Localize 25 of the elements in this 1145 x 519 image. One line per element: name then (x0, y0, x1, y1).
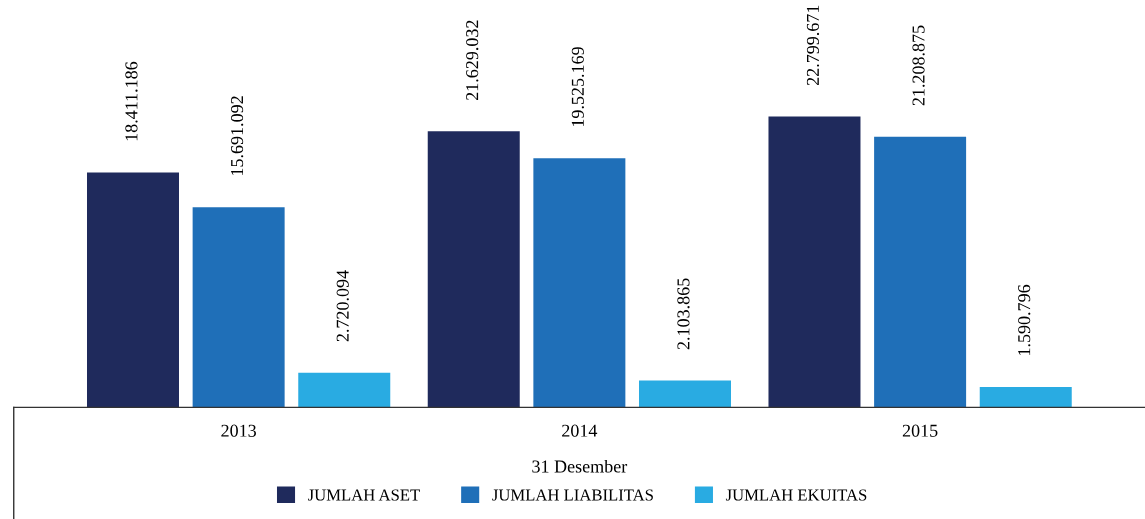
legend-label: JUMLAH ASET (308, 489, 420, 501)
bar (874, 136, 967, 408)
data-label: 22.799.671 (806, 5, 820, 86)
data-label: 2.103.865 (677, 278, 690, 350)
data-label: 21.629.032 (466, 20, 479, 100)
bar (639, 380, 731, 408)
bar (533, 158, 626, 408)
x-axis-title: 31 Desember (532, 459, 628, 473)
x-tick-label: 2013 (221, 424, 256, 437)
bar (298, 372, 391, 408)
data-label: 18.411.186 (125, 61, 138, 141)
bar (427, 131, 520, 408)
x-tick-label: 2014 (562, 424, 598, 437)
legend-label: JUMLAH LIABILITAS (492, 489, 653, 501)
data-label: 21.208.875 (912, 25, 925, 106)
data-label: 2.720.094 (336, 270, 349, 342)
legend-label: JUMLAH EKUITAS (725, 489, 867, 501)
x-tick-label: 2015 (902, 424, 938, 437)
bar (768, 116, 861, 408)
bar (87, 172, 179, 408)
bar (192, 207, 285, 408)
data-label: 1.590.796 (1018, 284, 1031, 355)
bar (979, 387, 1072, 408)
data-label: 19.525.169 (571, 47, 584, 127)
data-label: 15.691.092 (230, 96, 244, 175)
